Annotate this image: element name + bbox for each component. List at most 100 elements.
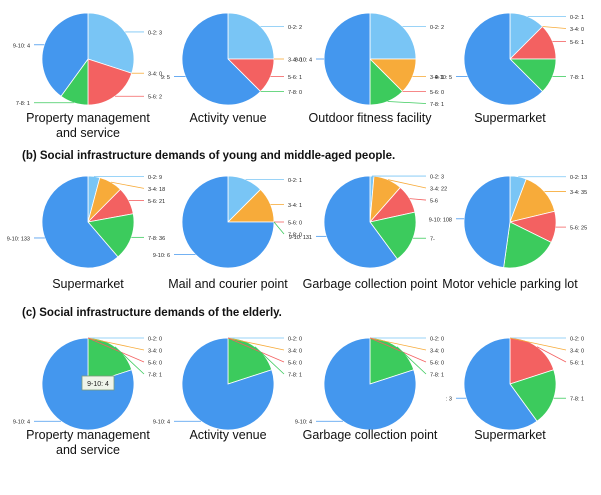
pie-slice-9-10 [463,175,511,269]
slice-data-label: 7-8: 1 [430,373,444,379]
label-leader-line [542,26,567,29]
slice-data-label: 0-2: 13 [570,175,587,181]
slice-data-label: 5-6: 1 [570,361,584,367]
slice-data-label: 0-2: 0 [430,337,444,343]
label-leader-line [273,221,285,235]
caption-line: Garbage collection point [302,277,438,291]
slice-data-label: 7- [430,237,435,243]
slice-data-label: 9-10: 4 [295,420,312,426]
label-leader-line [114,346,145,375]
slice-data-label: 9: 5 [161,75,170,81]
slice-data-label: 5-6 [430,199,438,205]
slice-data-label: 3-4: 18 [148,187,165,193]
pie-chart: 0-2: 9 3-4: 18 5-6: 21 7-8: 36 9-10: 133 [7,175,165,269]
tooltip-text: 9-10: 4 [87,381,109,388]
slice-data-label: 9-10: 6 [153,253,170,259]
slice-data-label: 7-8: 1 [570,397,584,403]
slice-data-label: 7-8: 36 [148,236,165,242]
chart-caption: Property management and service [13,428,163,458]
caption-line: Supermarket [474,111,546,125]
slice-data-label: 5-6: 0 [288,221,302,227]
pie-slice-7-8 [509,369,557,422]
slice-data-label: 3-4: 0 [148,72,162,78]
slice-data-label: 3-4: 0 [570,349,584,355]
caption-line: and service [56,443,120,457]
slice-data-label: 0-2: 3 [430,175,444,181]
pie-chart: 0-2: 1 3-4: 1 5-6: 0 7-8: 0 9-10: 6 [153,175,302,269]
caption-line: Garbage collection point [302,428,438,442]
caption-line: Motor vehicle parking lot [442,277,578,291]
pie-chart: 0-2: 2 3-4: 0 5-6: 1 7-8: 0 9: 5 [161,12,302,106]
chart-caption: Supermarket [13,277,163,292]
slice-data-label: 3-4: 1 [288,203,302,209]
slice-data-label: 0-2: 3 [148,30,162,36]
chart-caption: Motor vehicle parking lot [435,277,585,292]
caption-line: Activity venue [189,111,267,125]
pie-chart: 0-2: 3 3-4: 22 5-6 7- 9-10: 131 [289,175,447,269]
chart-caption: Supermarket [435,428,585,443]
pie-chart: 0-2: 0 3-4: 0 5-6: 0 7-8: 1 9-10: 4 [153,337,302,431]
slice-data-label: : 3 [446,397,452,403]
slice-data-label: 3-4: 22 [430,187,447,193]
slice-data-label: 7-8: 1 [16,101,30,107]
slice-data-label: 7-8: 1 [148,373,162,379]
pie-slice-5-6 [87,58,133,106]
label-leader-line [409,198,427,201]
slice-data-label: 0-2: 2 [430,25,444,31]
slice-data-label: 5-6: 1 [288,75,302,81]
pie-chart: 0-2: 13 3-4: 35 5-6: 25 9-10: 108 [429,175,587,269]
pie-slice-7-8 [87,213,135,258]
chart-caption: Activity venue [153,428,303,443]
tooltip-box [81,375,115,391]
label-leader-line [227,337,285,363]
chart-caption: Activity venue [153,111,303,126]
label-leader-line [387,101,427,104]
pie-slice-7-8 [503,221,552,269]
caption-line: Mail and courier point [168,277,288,291]
slice-data-label: 0-2: 2 [288,25,302,31]
chart-caption: Outdoor fitness facility [295,111,445,126]
pie-chart: 0-2: 3 3-4: 0 5-6: 2 7-8: 1 9-10: 4 [13,12,162,107]
label-leader-line [369,337,427,363]
pie-slice-7-8 [369,211,417,260]
slice-data-label: 0-2: 1 [570,15,584,21]
pie-slice-9-10 [181,175,275,269]
slice-data-label: 7-8: 0 [288,90,302,96]
slice-data-label: 3-4: 0 [570,27,584,33]
pie-chart: 0-2: 2 3-4: 1 5-6: 0 7-8: 1 9-10: 4 [295,12,444,108]
slice-data-label: 9-10: 133 [7,236,30,242]
pie-chart: 0-2: 0 3-4: 0 5-6: 1 7-8: 1 : 3 [446,337,584,431]
pie-slice-9-10 [323,337,417,431]
pie-slice-9-10 [463,12,544,106]
slice-data-label: 0-2: 0 [570,337,584,343]
slice-data-label: 9-10: 4 [295,58,312,64]
slice-data-label: 3-4: 0 [148,349,162,355]
pie-slice-9-10 [323,175,398,269]
label-leader-line [254,346,285,375]
pie-chart: 0-2: 0 3-4: 0 5-6: 0 7-8: 1 9-10: 4 9-10: 4 [13,337,162,431]
slice-data-label: 0-2: 1 [288,178,302,184]
pie-slice-9-10 [323,12,371,106]
slice-data-label: 3-4: 0 [430,349,444,355]
caption-line: Supermarket [52,277,124,291]
label-leader-line [536,346,567,363]
slice-data-label: 7-8: 0 [288,233,302,239]
chart-caption: Supermarket [435,111,585,126]
slice-data-label: 5-6: 1 [570,40,584,46]
slice-data-label: 9-10: 108 [429,217,452,223]
slice-data-label: 3-4: 35 [570,190,587,196]
label-leader-line [87,337,145,363]
slice-data-label: 3-4: 1 [430,75,444,81]
slice-data-label: 9-10: 131 [289,235,312,241]
chart-caption: Property management and service [13,111,163,141]
chart-caption: Garbage collection point [295,428,445,443]
slice-data-label: 9-10: 5 [435,75,452,81]
caption-line: Supermarket [474,428,546,442]
caption-line: and service [56,126,120,140]
chart-caption: Garbage collection point [295,277,445,292]
caption-line: Outdoor fitness facility [308,111,432,125]
row-title-b: (b) Social infrastructure demands of you… [22,150,396,162]
slice-data-label: 5-6: 0 [430,361,444,367]
